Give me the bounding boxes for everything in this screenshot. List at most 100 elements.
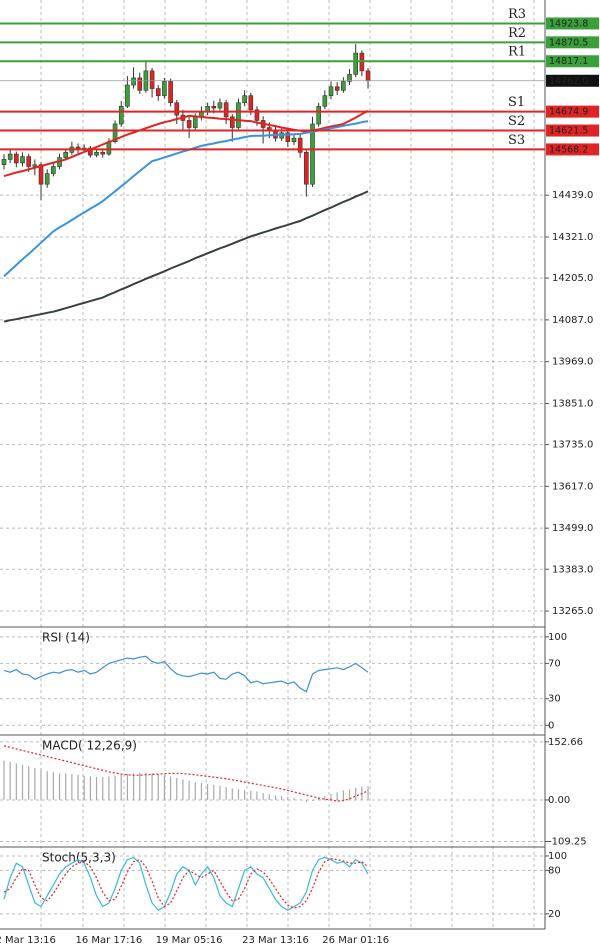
macd-bar [348,789,351,800]
candle-body [248,95,254,111]
macd-bar [52,772,54,800]
macd-bar [126,774,128,800]
y-tick-label: 14087.0 [552,315,593,326]
macd-bar [207,783,209,800]
macd-bar [256,791,258,800]
candle-body [32,164,38,167]
candle-body [328,86,334,96]
macd-bar [200,782,203,800]
pivot-name: R3 [508,7,526,22]
last-price-label: 14762.0 [549,76,588,87]
macd-bar [3,760,5,800]
macd-bar [89,776,91,800]
indicator-line [3,655,369,693]
pivot-value: 14621.5 [549,126,588,137]
macd-bar [145,772,147,800]
macd-bar [336,792,338,800]
macd-bar [83,775,85,800]
pivot-value: 14870.5 [549,37,588,48]
macd-bar [219,785,221,800]
macd-bar [342,790,344,800]
macd-bar [188,780,190,800]
macd-bar [287,796,289,800]
macd-bar [237,789,240,800]
candle-body [304,152,309,185]
macd-bar [194,782,196,800]
macd-bar [40,769,42,800]
y-tick-label: 14439.0 [552,190,593,201]
macd-bar [102,777,104,800]
macd-bar [367,786,369,800]
macd-bar [28,766,30,800]
y-tick-label: 20 [548,909,561,920]
candle-body [94,152,99,156]
indicator-line [3,190,369,323]
macd-bar [225,787,227,800]
macd-bar [77,774,79,800]
candle-body [192,116,198,128]
y-tick-label: 100 [548,632,567,643]
macd-bar [268,794,270,800]
macd-bar [244,790,246,800]
candle-body [322,95,328,107]
vertical-grid [40,0,535,929]
macd-bar [151,773,153,800]
indicator-line [3,110,369,178]
indicator-line [3,745,369,802]
macd-bar [324,796,326,800]
candle-body [347,74,352,82]
y-tick-label: 13265.0 [552,606,593,617]
panel-title: Stoch(5,3,3) [42,851,116,865]
macd-bar [139,772,141,800]
pivot-value-box [546,55,599,68]
candle-body [211,105,217,109]
pivot-name: R2 [508,26,526,41]
candle-body [149,70,155,89]
macd-bar [157,774,159,800]
macd-bar [262,793,264,800]
macd-bar [274,795,277,800]
macd-bar [132,773,135,800]
pivot-name: S1 [508,95,525,110]
macd-bar [58,773,61,800]
candle-body [297,137,303,153]
candle-body [174,102,180,116]
candle-body [118,105,124,125]
macd-bar [71,774,73,800]
candle-body [365,70,371,82]
x-tick-label: 23 Mar 13:16 [242,935,309,946]
indicator-line [3,858,369,909]
candle-body [51,166,56,174]
macd-bar [169,776,172,800]
candle-body [131,77,136,86]
macd-bar [108,776,110,800]
y-tick-label: 0.00 [548,795,570,806]
pivot-value-box [546,124,599,137]
macd-bar [163,774,166,800]
candle-body [112,123,118,142]
macd-bar [120,774,122,800]
macd-bar [281,796,283,800]
y-tick-label: 13617.0 [552,481,593,492]
candle-body [155,88,161,96]
y-tick-label: 14321.0 [552,232,593,243]
pivot-value: 14817.1 [549,56,588,67]
macd-bar [9,761,11,800]
candle-body [162,81,167,96]
candle-body [88,147,93,156]
macd-bar [318,798,320,800]
y-tick-label: 80 [548,865,561,876]
x-tick-label: 12 Mar 13:16 [0,935,56,946]
x-tick-label: 16 Mar 17:16 [75,935,142,946]
y-tick-label: 14205.0 [552,273,593,284]
pivot-value-box [546,17,599,30]
candle-body [285,132,291,142]
candle-body [38,164,44,185]
candle-body [254,109,260,121]
macd-bar [21,764,24,800]
macd-bar [213,784,215,800]
indicator-line [3,120,369,278]
y-tick-label: -109.25 [548,837,587,848]
candle-body [63,152,69,158]
